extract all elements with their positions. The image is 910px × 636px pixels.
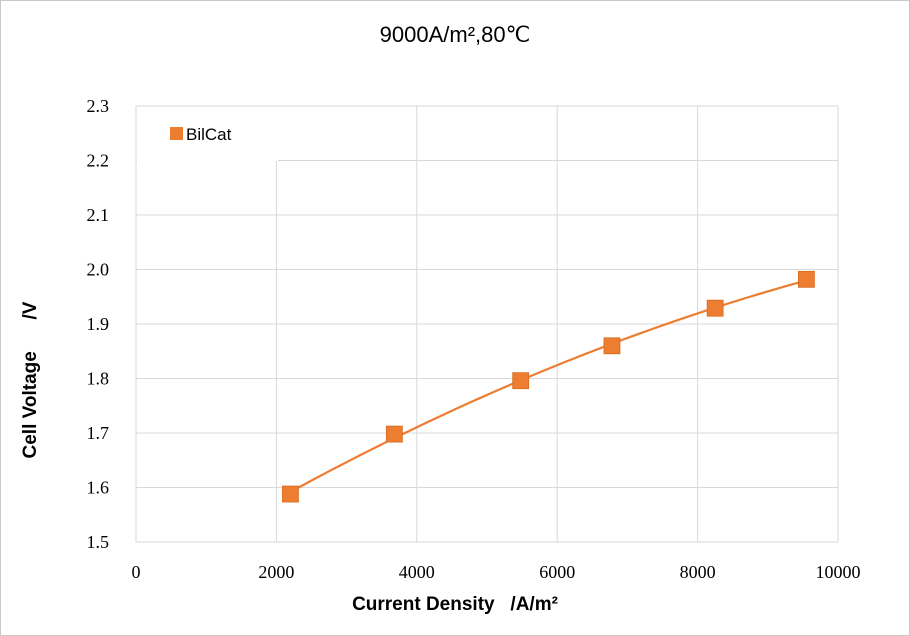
y-tick-label: 1.9 [87,314,110,334]
x-tick-label: 0 [132,562,141,582]
legend-label: BilCat [186,125,232,144]
legend-marker [170,127,183,140]
series-layer [282,270,815,503]
x-tick-label: 10000 [816,562,861,582]
chart-title: 9000A/m²,80℃ [379,22,531,47]
data-point [385,425,403,443]
data-point [798,270,815,288]
y-tick-label: 1.5 [87,532,110,552]
y-tick-label: 2.2 [87,151,110,171]
data-point [282,485,299,503]
y-tick-label: 1.7 [87,423,110,443]
y-tick-label: 2.1 [87,205,110,225]
trendline [289,279,807,493]
tick-labels: 1.5 1.6 1.7 1.8 1.9 2.0 2.1 2.2 2.3 0 2000 4000 6000… [87,96,861,582]
x-tick-label: 8000 [680,562,716,582]
legend-box [137,107,278,161]
y-tick-label: 1.8 [87,369,110,389]
plot-border [135,105,839,543]
data-point [706,299,724,317]
legend: BilCat [137,107,278,161]
x-tick-label: 4000 [399,562,435,582]
grid-lines [135,105,839,543]
y-tick-label: 2.3 [87,96,110,116]
x-tick-label: 2000 [258,562,294,582]
data-point [603,337,621,355]
y-tick-label: 1.6 [87,478,110,498]
x-tick-label: 6000 [539,562,575,582]
x-axis-label: Current Density /A/m² [352,594,558,615]
data-point [512,372,530,390]
y-tick-label: 2.0 [87,260,110,280]
